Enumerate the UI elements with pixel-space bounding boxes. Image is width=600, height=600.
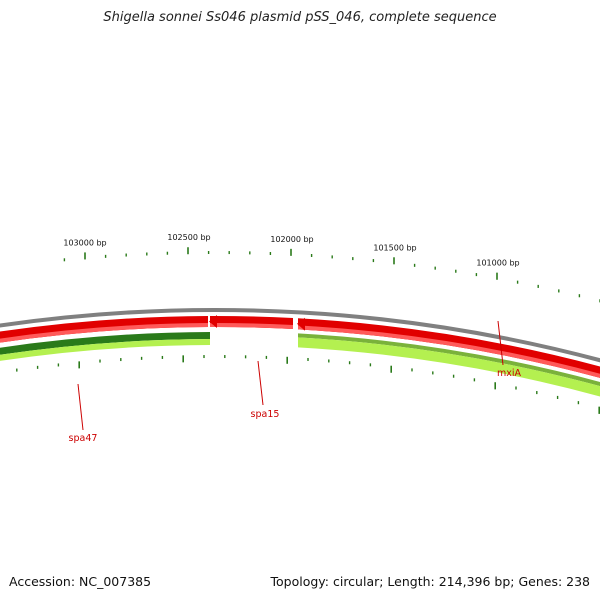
- gene-block-2-highlight: [210, 323, 293, 330]
- ruler-ticks: 103000 bp 102500 bp 102000 bp 101500 bp 1010…: [16, 233, 600, 414]
- mxiA-gene-light: [298, 337, 600, 397]
- gene-block-1-highlight: [0, 323, 208, 343]
- ruler-tick-label: 101000 bp: [476, 259, 519, 268]
- gene-leader-line: [77, 383, 84, 431]
- gene-block-3-highlight: [298, 325, 600, 378]
- gene-leader-line: [497, 320, 504, 366]
- spa47-gene-dark: [0, 332, 210, 355]
- mxiA-gene-dark: [298, 333, 600, 387]
- arrow-head-2: [209, 315, 217, 329]
- gene-label-spa15: spa15: [251, 409, 280, 420]
- ruler-tick-label: 101500 bp: [373, 243, 416, 252]
- ruler-tick-label: 102500 bp: [167, 233, 210, 242]
- ruler-tick-label: 103000 bp: [63, 238, 106, 247]
- gene-label-spa47: spa47: [69, 433, 98, 444]
- backbone-line: [0, 308, 600, 363]
- gene-label-mxiA: mxiA: [497, 368, 522, 379]
- ruler-tick-label: 102000 bp: [270, 235, 313, 244]
- feature-labels: spa47 spa15 mxiA: [69, 320, 522, 444]
- accession-text: Accession: NC_007385: [9, 574, 152, 589]
- arrow-head-3: [297, 317, 305, 331]
- gene-leader-line: [257, 360, 264, 406]
- sequence-summary: Topology: circular; Length: 214,396 bp; …: [270, 574, 591, 589]
- map-title: Shigella sonnei Ss046 plasmid pSS_046, c…: [103, 10, 497, 25]
- spa47-gene-light: [0, 339, 210, 361]
- plasmid-ring: [0, 308, 600, 397]
